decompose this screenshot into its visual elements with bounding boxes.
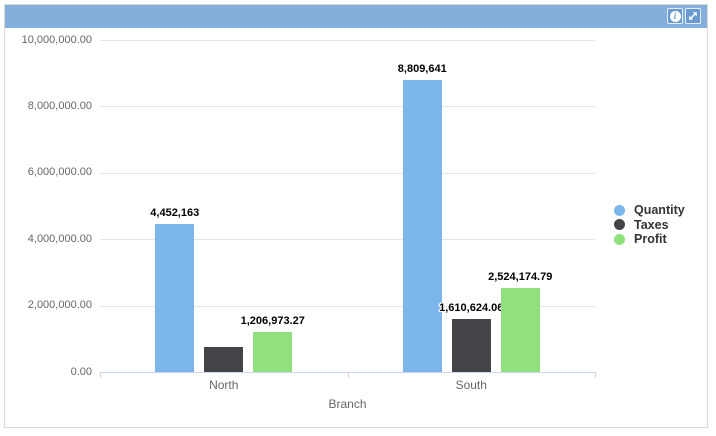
x-category-label-north: North	[209, 378, 239, 392]
widget-header: i	[5, 5, 707, 28]
legend-label: Profit	[634, 232, 667, 247]
legend-marker	[614, 233, 625, 245]
legend-item-taxes[interactable]: Taxes	[611, 218, 685, 233]
legend-marker	[614, 219, 625, 231]
y-axis-label: 6,000,000.00	[27, 166, 92, 179]
data-label: 1,610,624.06	[439, 301, 504, 314]
y-axis-label: 8,000,000.00	[27, 99, 92, 112]
x-axis-tick	[348, 372, 349, 378]
info-button[interactable]: i	[667, 8, 683, 24]
expand-button[interactable]	[685, 8, 701, 24]
y-axis-label: 2,000,000.00	[27, 299, 92, 312]
x-axis-tick	[100, 372, 101, 378]
data-label: 2,524,174.79	[488, 271, 553, 284]
bar-taxes-north[interactable]	[204, 346, 244, 372]
gridline	[100, 239, 595, 240]
bar-quantity-north[interactable]	[155, 224, 195, 372]
info-icon: i	[669, 10, 681, 22]
legend-label: Quantity	[634, 203, 685, 218]
data-label: 4,452,163	[150, 207, 200, 220]
y-axis-label: 4,000,000.00	[27, 232, 92, 245]
chart-widget: i Branch 0.00 2,000,000.00 4,000,000.00 6,0…	[4, 4, 708, 428]
bar-profit-north[interactable]	[253, 331, 293, 372]
legend-item-profit[interactable]: Profit	[611, 232, 685, 247]
x-axis-tick	[595, 372, 596, 378]
y-axis-label: 10,000,000.00	[21, 33, 92, 46]
legend: Quantity Taxes Profit	[611, 203, 685, 247]
gridline	[100, 106, 595, 107]
bar-taxes-south[interactable]	[451, 318, 491, 372]
gridline	[100, 40, 595, 41]
x-axis-title: Branch	[328, 397, 367, 411]
bar-chart: Branch 0.00 2,000,000.00 4,000,000.00 6,000…	[5, 5, 707, 427]
data-label: 8,809,641	[397, 62, 447, 75]
bar-quantity-south[interactable]	[402, 79, 442, 372]
legend-item-quantity[interactable]: Quantity	[611, 203, 685, 218]
expand-icon	[689, 12, 697, 20]
bar-profit-south[interactable]	[500, 288, 540, 372]
y-axis-label: 0.00	[70, 365, 92, 378]
data-label: 1,206,973.27	[240, 314, 305, 327]
legend-label: Taxes	[634, 217, 669, 232]
legend-marker	[614, 204, 625, 216]
gridline	[100, 173, 595, 174]
x-category-label-south: South	[455, 378, 487, 392]
gridline	[100, 306, 595, 307]
header-buttons: i	[667, 8, 701, 24]
